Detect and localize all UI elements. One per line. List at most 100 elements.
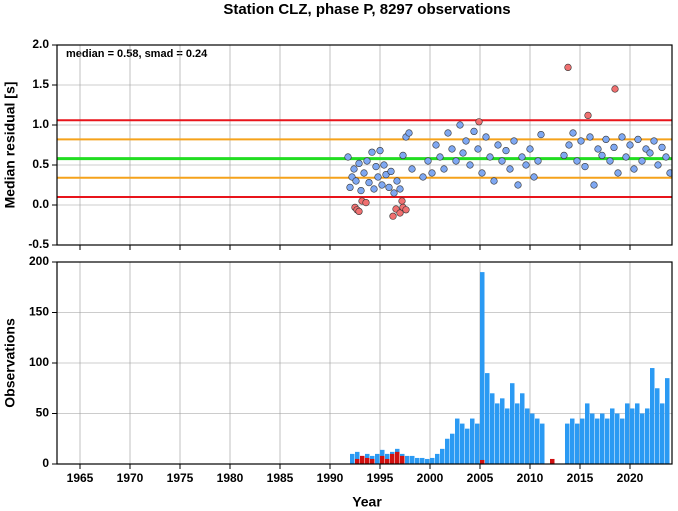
bar <box>625 403 630 464</box>
data-point <box>398 197 406 205</box>
bar <box>585 403 590 464</box>
y-axis-label: Median residual [s] <box>2 82 18 209</box>
bar <box>540 423 545 464</box>
data-point <box>428 169 436 177</box>
data-point <box>666 169 672 177</box>
data-point <box>526 145 534 153</box>
bar <box>535 418 540 464</box>
data-point <box>573 157 581 165</box>
x-tick-label: 1980 <box>217 471 244 485</box>
bar <box>615 413 620 464</box>
bar <box>655 388 660 464</box>
bar <box>480 459 485 464</box>
y-tick-label: 0.5 <box>32 157 49 171</box>
data-point <box>594 145 602 153</box>
data-point <box>396 209 404 217</box>
data-point <box>560 151 568 159</box>
bar <box>575 423 580 464</box>
bar <box>500 398 505 464</box>
x-tick-label: 2005 <box>467 471 494 485</box>
bar <box>510 383 515 464</box>
x-tick-label: 1990 <box>317 471 344 485</box>
data-point <box>565 141 573 149</box>
bar <box>370 458 375 464</box>
data-point <box>387 167 395 175</box>
data-point <box>346 183 354 191</box>
data-point <box>360 169 368 177</box>
bar <box>570 418 575 464</box>
data-point <box>344 153 352 161</box>
bar <box>420 457 425 464</box>
y-tick-label: 150 <box>29 305 49 319</box>
bar <box>485 373 490 464</box>
data-point <box>584 111 592 119</box>
x-tick-label: 1965 <box>67 471 94 485</box>
data-point <box>475 118 483 126</box>
data-point <box>662 153 670 161</box>
data-point <box>352 177 360 185</box>
bar <box>425 458 430 464</box>
bar <box>665 378 670 464</box>
bar <box>400 455 405 464</box>
bar <box>490 393 495 464</box>
data-point <box>630 165 638 173</box>
bar <box>415 457 420 464</box>
data-point <box>482 133 490 141</box>
data-point <box>498 157 506 165</box>
data-point <box>606 157 614 165</box>
data-point <box>380 161 388 169</box>
data-point <box>466 161 474 169</box>
data-point <box>456 121 464 129</box>
data-point <box>581 163 589 171</box>
data-point <box>611 85 619 93</box>
y-tick-label: 100 <box>29 355 49 369</box>
data-point <box>618 133 626 141</box>
data-point <box>614 169 622 177</box>
bar <box>375 453 380 464</box>
y-tick-label: 0.0 <box>32 197 49 211</box>
data-point <box>436 153 444 161</box>
data-point <box>350 165 358 173</box>
bar <box>620 418 625 464</box>
data-point <box>462 137 470 145</box>
x-tick-label: 1970 <box>117 471 144 485</box>
data-point <box>365 179 373 187</box>
data-point <box>490 177 498 185</box>
data-point <box>537 131 545 139</box>
data-point <box>396 185 404 193</box>
data-point <box>448 145 456 153</box>
x-axis-label: Year <box>352 494 382 510</box>
data-point <box>530 173 538 181</box>
data-point <box>650 137 658 145</box>
data-point <box>522 161 530 169</box>
data-point <box>654 161 662 169</box>
bar <box>455 418 460 464</box>
bar <box>385 458 390 464</box>
data-point <box>506 165 514 173</box>
annotation: median = 0.58, smad = 0.24 <box>66 48 208 60</box>
data-point <box>514 181 522 189</box>
bar <box>645 408 650 464</box>
data-point <box>478 169 486 177</box>
y-tick-label: 2.0 <box>32 37 49 51</box>
data-point <box>444 129 452 137</box>
data-point <box>363 157 371 165</box>
data-point <box>419 173 427 181</box>
bar <box>580 418 585 464</box>
bar <box>435 453 440 464</box>
bar <box>380 455 385 464</box>
bar <box>565 423 570 464</box>
data-point <box>658 143 666 151</box>
data-point <box>402 206 410 214</box>
data-point <box>494 141 502 149</box>
data-point <box>459 149 467 157</box>
bar <box>365 457 370 464</box>
y-axis-label: Observations <box>2 318 18 408</box>
bar <box>405 455 410 464</box>
y-tick-label: 50 <box>36 406 50 420</box>
bar <box>360 455 365 464</box>
data-point <box>374 173 382 181</box>
bar <box>525 408 530 464</box>
data-point <box>408 165 416 173</box>
